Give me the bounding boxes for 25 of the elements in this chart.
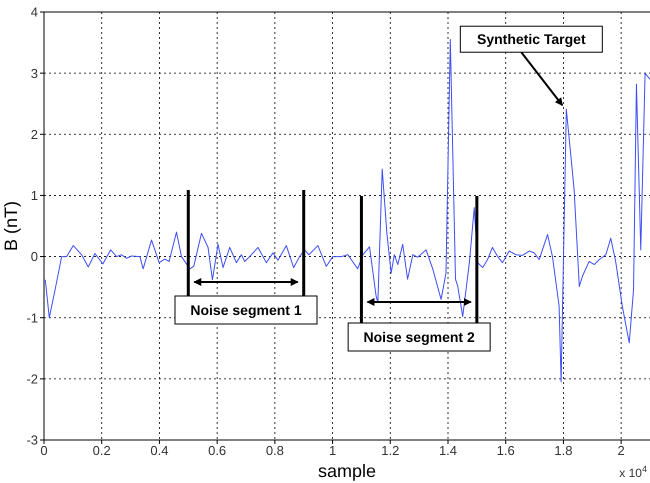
- y-tick-label: -1: [26, 310, 38, 326]
- y-tick-label: 4: [30, 4, 38, 20]
- annotation: Synthetic Target: [476, 31, 586, 48]
- x-tick-label: 0.8: [266, 443, 284, 458]
- text: x 10$^{4}$: [619, 464, 647, 480]
- y-axis-title: B (nT): [1, 200, 21, 252]
- y-tick-label: 1: [30, 188, 38, 204]
- y-tick-label: 3: [30, 66, 38, 81]
- x-tick-label: 1.8: [554, 443, 572, 458]
- x-axis-title: sample: [318, 461, 376, 481]
- y-tick-label: 2: [30, 126, 38, 142]
- x-tick-label: 0.4: [150, 443, 168, 458]
- y-tick-label: 0: [30, 249, 38, 264]
- y-tick-label: -3: [26, 432, 38, 448]
- annotation: Noise segment 1: [190, 302, 302, 318]
- x-tick-label: 0.2: [92, 443, 111, 458]
- y-tick-label: -2: [26, 371, 38, 386]
- annotation: Noise segment 2: [364, 329, 475, 345]
- x-tick-label: 2: [618, 443, 625, 458]
- x-tick-label: 1.6: [496, 443, 515, 458]
- x-tick-label: 1: [328, 443, 336, 458]
- x-tick-label: 1.2: [381, 443, 400, 458]
- x-tick-label: 1.4: [438, 443, 458, 458]
- x-tick-label: 0: [40, 443, 48, 458]
- x-tick-label: 0.6: [208, 443, 226, 458]
